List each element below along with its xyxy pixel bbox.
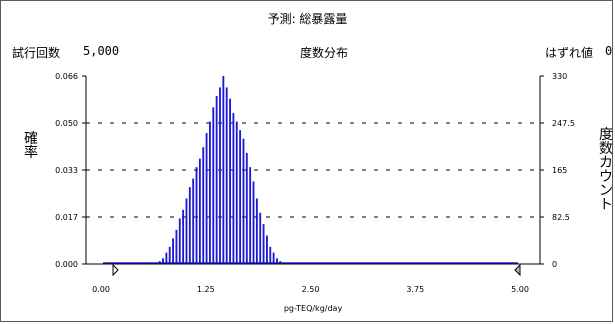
x-tick-label: 5.00 (511, 285, 529, 294)
outliers-value: 0 (605, 44, 613, 58)
bar (239, 130, 242, 264)
y-axis-right: 0 82.5 165 247.5 330 (540, 72, 575, 269)
y-right-tick-label: 165 (552, 166, 567, 175)
bar (276, 258, 278, 264)
chart-subtitle: 度数分布 (300, 46, 349, 60)
bar (219, 87, 221, 264)
trials-label: 試行回数 (12, 46, 61, 60)
bar (172, 238, 174, 264)
bar (229, 98, 231, 265)
trials-value: 5,000 (83, 44, 120, 58)
bar (178, 218, 181, 264)
bar (245, 152, 248, 264)
bar (249, 167, 252, 264)
y-right-tick-label: 247.5 (552, 119, 575, 128)
bar (215, 95, 218, 264)
bar (225, 87, 228, 264)
bar (202, 147, 205, 264)
bar (232, 113, 235, 264)
y-left-tick-label: 0.033 (55, 166, 78, 175)
bar (259, 212, 262, 264)
x-tick-label: 3.75 (406, 285, 424, 294)
y-axis-left-label: 確率 (24, 131, 38, 161)
x-tick-label: 1.25 (197, 285, 215, 294)
bar (168, 246, 171, 264)
bar (192, 178, 195, 264)
bar (242, 138, 245, 264)
y-left-tick-label: 0.050 (55, 119, 78, 128)
y-axis-right-label: 度数カウント (599, 127, 613, 213)
bar (209, 121, 211, 264)
y-right-tick-label: 330 (552, 72, 567, 81)
bar (266, 235, 268, 264)
bar (252, 181, 255, 264)
y-left-tick-label: 0.017 (55, 213, 78, 222)
bar (188, 187, 191, 264)
y-axis-left: 0.000 0.017 0.033 0.050 0.066 (55, 72, 86, 269)
bar (182, 209, 185, 264)
bar (262, 224, 265, 264)
grid-lines (86, 122, 540, 218)
chart-title: 予測: 総暴露量 (267, 12, 348, 26)
bars (103, 76, 518, 265)
bar (165, 252, 168, 264)
x-tick-label: 0.00 (92, 285, 110, 294)
x-tick-label: 2.50 (302, 285, 320, 294)
bar (235, 121, 238, 264)
x-axis: 0.00 1.25 2.50 3.75 5.00 (92, 285, 529, 294)
bar (272, 252, 275, 264)
lower-range-handle-icon[interactable] (112, 263, 119, 277)
upper-range-handle-icon[interactable] (514, 263, 521, 277)
bar (255, 198, 258, 264)
x-axis-label: pg-TEQ/kg/day (284, 304, 343, 313)
bar (162, 258, 164, 264)
bar (175, 229, 178, 264)
outliers-label: はずれ値 (545, 46, 594, 60)
bar (185, 198, 188, 264)
bar (212, 107, 215, 264)
bar (198, 158, 201, 264)
bar (269, 246, 272, 264)
bar (222, 76, 225, 264)
y-left-tick-label: 0.000 (55, 260, 78, 269)
y-left-tick-label: 0.066 (55, 72, 78, 81)
bar (205, 132, 208, 264)
y-right-tick-label: 0 (552, 260, 557, 269)
y-right-tick-label: 82.5 (552, 213, 570, 222)
bar (195, 167, 198, 264)
